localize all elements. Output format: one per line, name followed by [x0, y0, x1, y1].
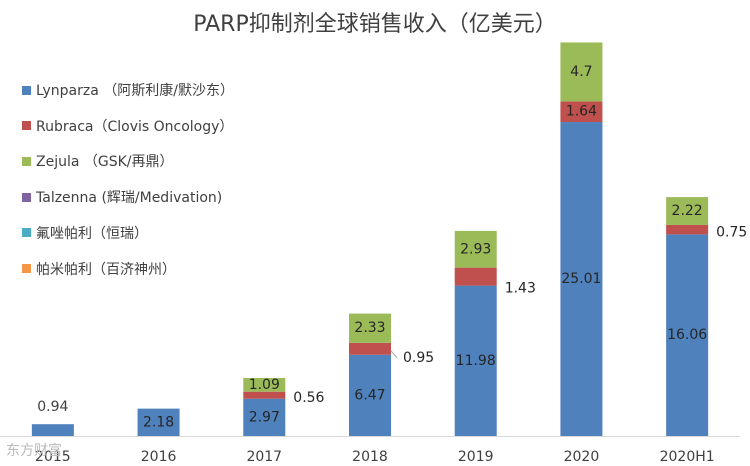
bar-segment-2020-series1 [560, 101, 603, 123]
data-label-2019-series2: 2.93 [460, 241, 491, 257]
legend-label: 帕米帕利（百济神州） [36, 261, 176, 278]
bar-segment-2020H1-series1 [666, 224, 709, 235]
legend-swatch [22, 85, 31, 95]
x-tick-label-2018: 2018 [352, 449, 388, 465]
data-label-2020H1-series0: 16.06 [667, 327, 707, 343]
data-label-2017-series0: 2.97 [249, 409, 280, 425]
x-tick-label-2016: 2016 [141, 449, 177, 465]
legend-swatch [22, 192, 31, 202]
chart-title: PARP抑制剂全球销售收入（亿美元） [193, 12, 557, 37]
data-label-2018-series0: 6.47 [354, 387, 385, 403]
data-label-leader-2018 [390, 350, 398, 359]
bar-segment-2017-series2 [243, 378, 286, 392]
data-label-2019-series0: 11.98 [456, 353, 496, 369]
legend-item: Rubraca（Clovis Oncology） [22, 116, 233, 136]
legend-item: 氟唑帕利（恒瑞） [22, 223, 148, 243]
bar-segment-2017-series0 [243, 398, 286, 436]
legend-label: Zejula （GSK/再鼎） [36, 154, 174, 171]
legend-label: Rubraca（Clovis Oncology） [36, 118, 234, 135]
data-label-2020H1-series2: 2.22 [672, 203, 703, 219]
bar-segment-2019-series1 [454, 267, 497, 286]
data-label-2019-series1: 1.43 [505, 281, 536, 297]
data-label-2017-series1: 0.56 [293, 390, 324, 406]
data-label-2016-series0: 2.18 [143, 414, 174, 430]
bar-segment-2020H1-series0 [666, 234, 709, 436]
x-tick-label-2019: 2019 [458, 449, 494, 465]
legend-item: Talzenna (辉瑞/Medivation) [22, 187, 222, 207]
legend-swatch [22, 264, 31, 273]
x-tick-label-2015: 2015 [35, 449, 71, 465]
x-tick-label-2020H1: 2020H1 [660, 449, 715, 465]
bar-segment-2020H1-series2 [666, 197, 709, 225]
bar-segment-2018-series0 [349, 354, 391, 436]
legend-item: Zejula （GSK/再鼎） [22, 151, 174, 171]
data-label-2020-series1: 1.64 [566, 104, 597, 120]
bar-segment-2020-series0 [560, 122, 603, 436]
bar-segment-2015-series0 [31, 424, 74, 436]
legend-item: 帕米帕利（百济神州） [22, 259, 176, 279]
legend-swatch [22, 156, 31, 166]
data-label-2020-series0: 25.01 [561, 271, 601, 287]
legend-swatch [22, 228, 31, 238]
legend-label: Talzenna (辉瑞/Medivation) [36, 190, 223, 207]
legend-label: Lynparza （阿斯利康/默沙东） [36, 83, 234, 99]
bar-segment-2017-series1 [243, 391, 286, 399]
legend-item: Lynparza （阿斯利康/默沙东） [22, 80, 234, 100]
data-label-2020H1-series1: 0.75 [716, 225, 747, 241]
data-label-2017-series2: 1.09 [249, 377, 280, 393]
data-label-2018-series1: 0.95 [403, 350, 434, 366]
x-tick-label-2020: 2020 [564, 449, 600, 465]
bar-segment-2018-series1 [349, 342, 391, 355]
bar-segment-2016-series0 [137, 408, 180, 436]
x-tick-label-2017: 2017 [246, 449, 282, 465]
data-label-2020-series2: 4.7 [570, 64, 592, 80]
bar-segment-2019-series0 [454, 285, 497, 436]
legend-label: 氟唑帕利（恒瑞） [36, 225, 148, 242]
watermark: 东方财富 [6, 443, 62, 459]
bar-segment-2020-series2 [560, 42, 603, 102]
bar-segment-2019-series2 [454, 230, 497, 268]
legend-swatch [22, 121, 31, 131]
bar-segment-2018-series2 [349, 313, 391, 343]
data-label-2015-series0: 0.94 [37, 399, 68, 415]
data-label-2018-series2: 2.33 [354, 320, 385, 336]
